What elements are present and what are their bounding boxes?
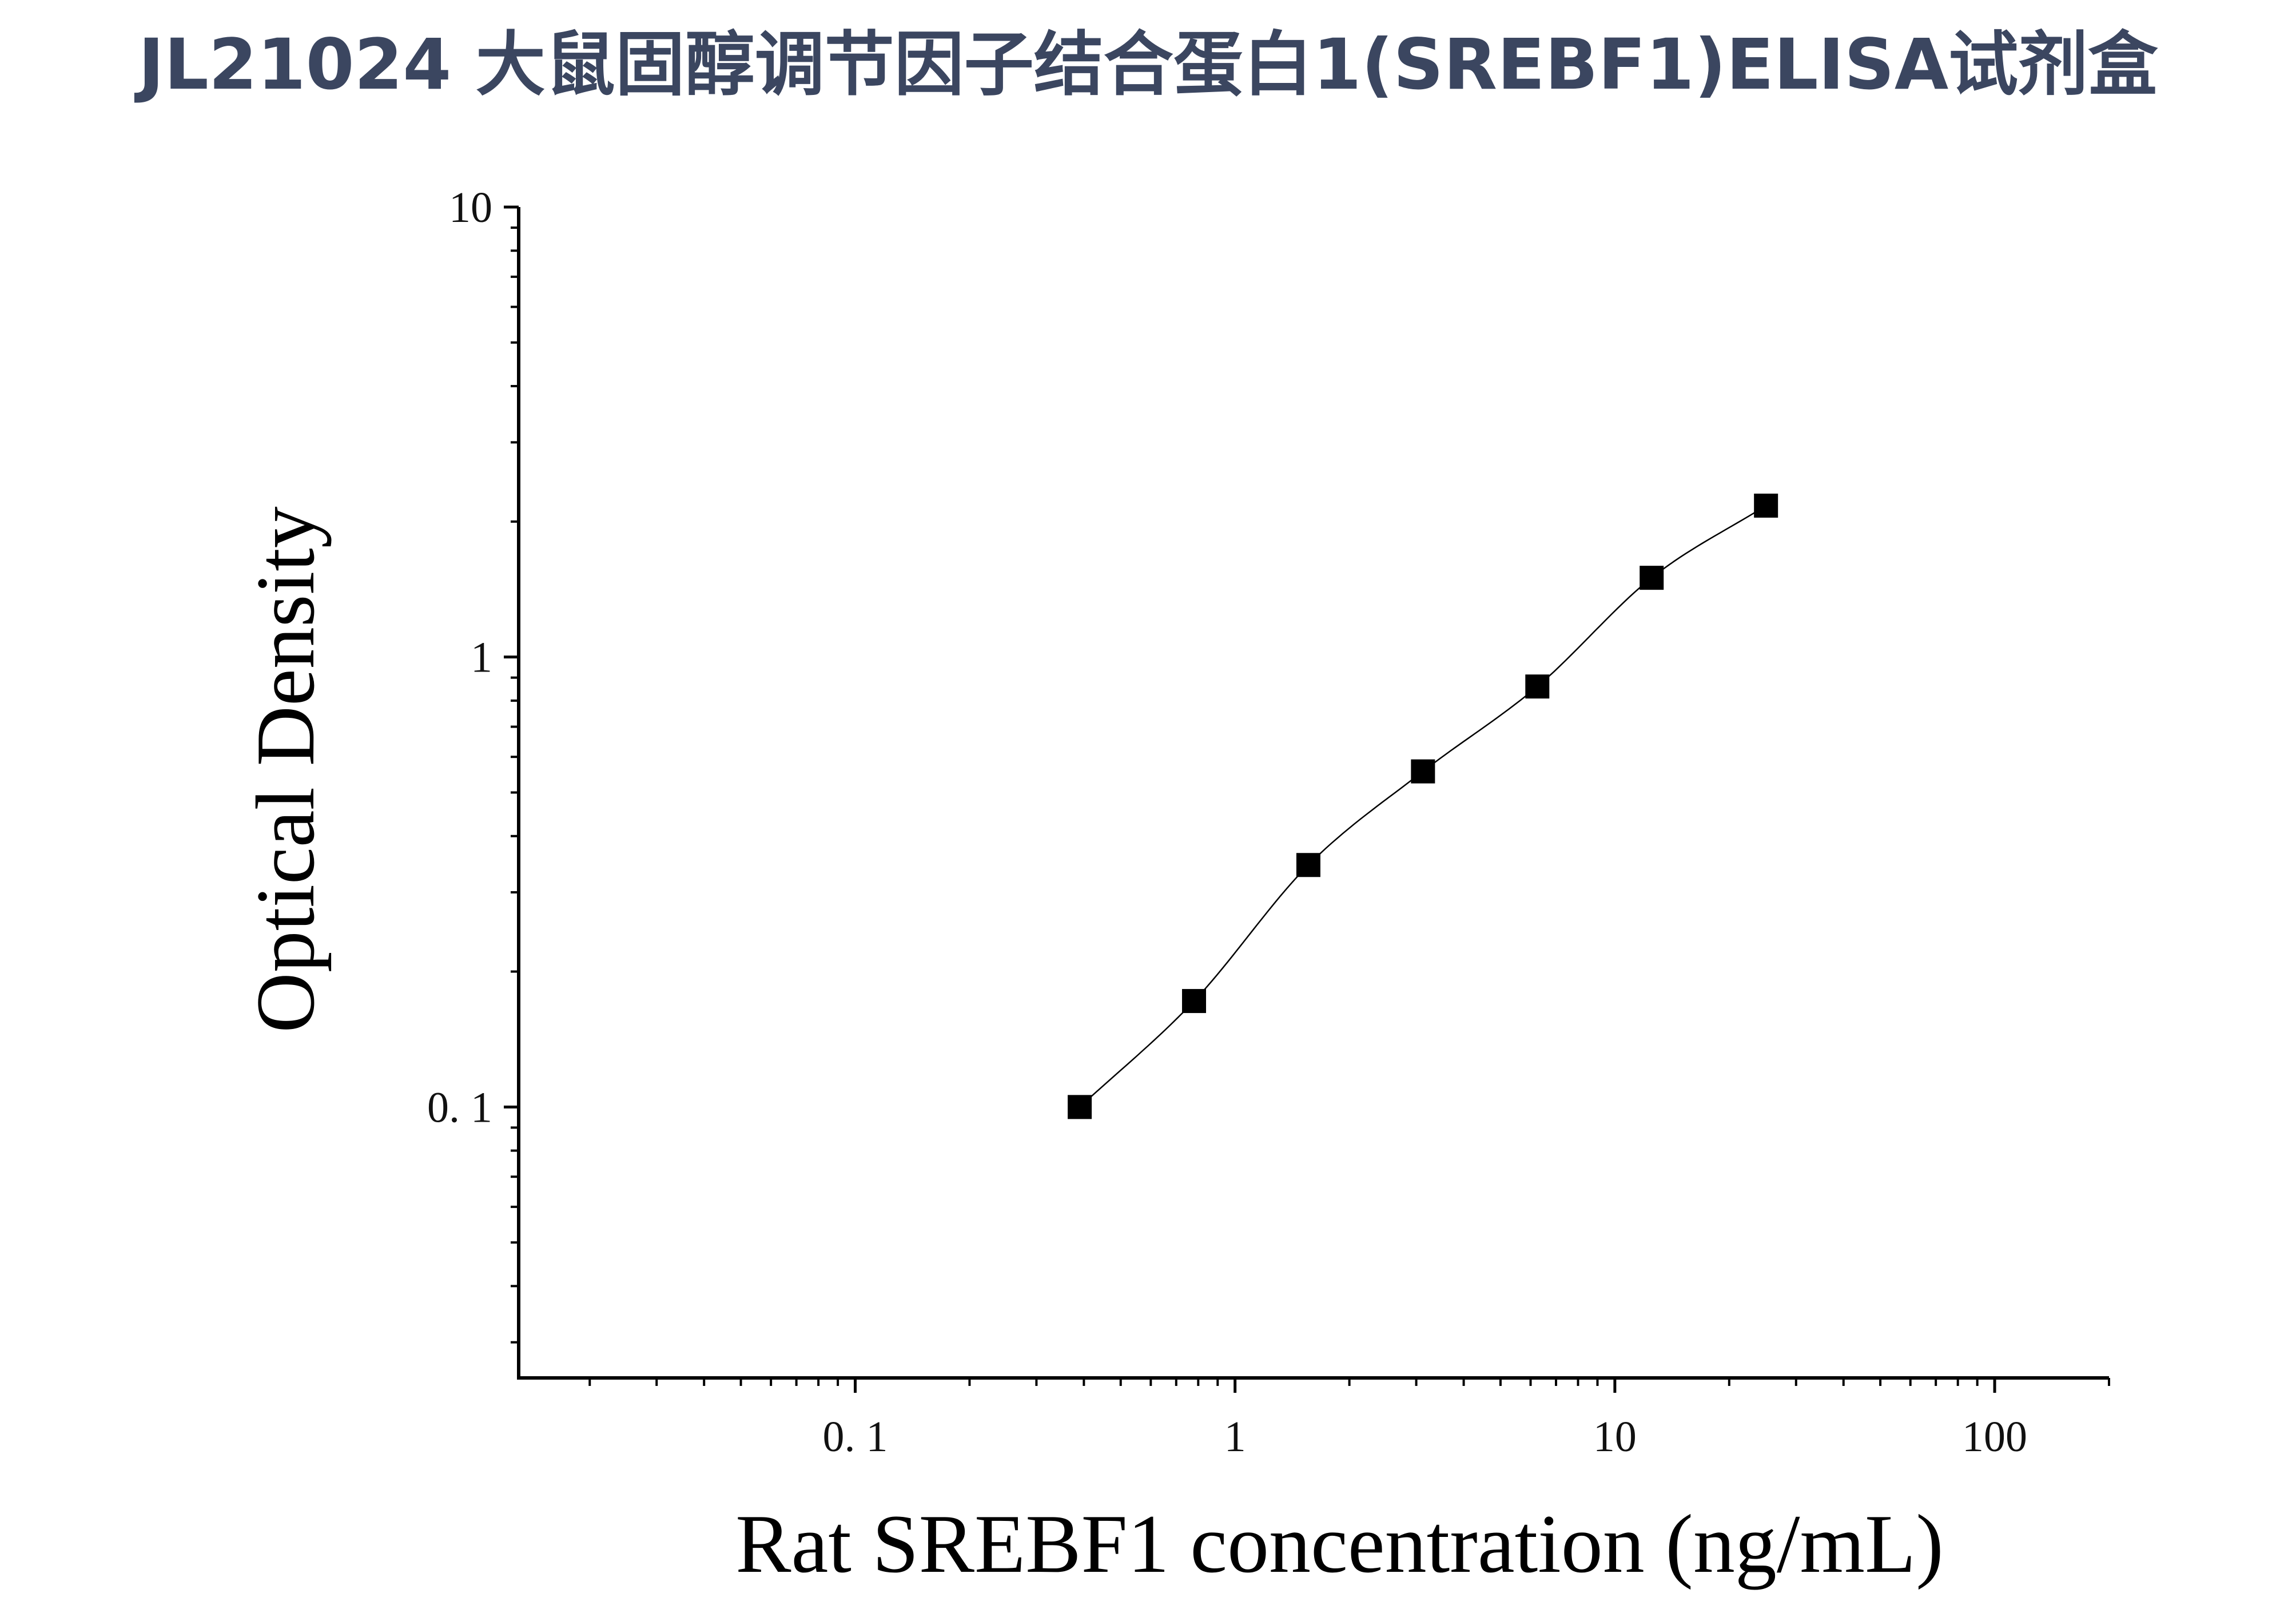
y-tick-label: 0. 1	[427, 1083, 492, 1131]
data-point	[1068, 1095, 1092, 1119]
x-tick-label: 10	[1593, 1413, 1637, 1461]
data-point	[1411, 759, 1435, 784]
y-axis-title: Optical Density	[239, 506, 332, 1032]
x-tick-label: 0. 1	[823, 1413, 888, 1461]
data-points	[1068, 493, 1778, 1119]
data-point	[1296, 853, 1320, 877]
fit-line	[1079, 504, 1766, 1108]
axes	[517, 207, 2109, 1380]
data-point	[1525, 674, 1550, 699]
data-point	[1640, 566, 1664, 590]
fit-curve	[1079, 504, 1766, 1108]
y-tick-label: 1	[471, 634, 492, 682]
data-point	[1182, 989, 1207, 1014]
y-axis-ticks: 0. 1 1 10	[427, 184, 519, 1344]
y-tick-label: 10	[449, 184, 492, 232]
x-tick-label: 1	[1224, 1413, 1246, 1461]
x-axis-title: Rat SREBF1 concentration (ng/mL)	[735, 1497, 1944, 1590]
x-tick-label: 100	[1962, 1413, 2027, 1461]
x-axis-ticks: 0. 1 1 10 100	[588, 1378, 2110, 1461]
page-title: JL21024 大鼠固醇调节因子结合蛋白1(SREBF1)ELISA试剂盒	[138, 24, 2158, 105]
data-point	[1754, 493, 1778, 518]
